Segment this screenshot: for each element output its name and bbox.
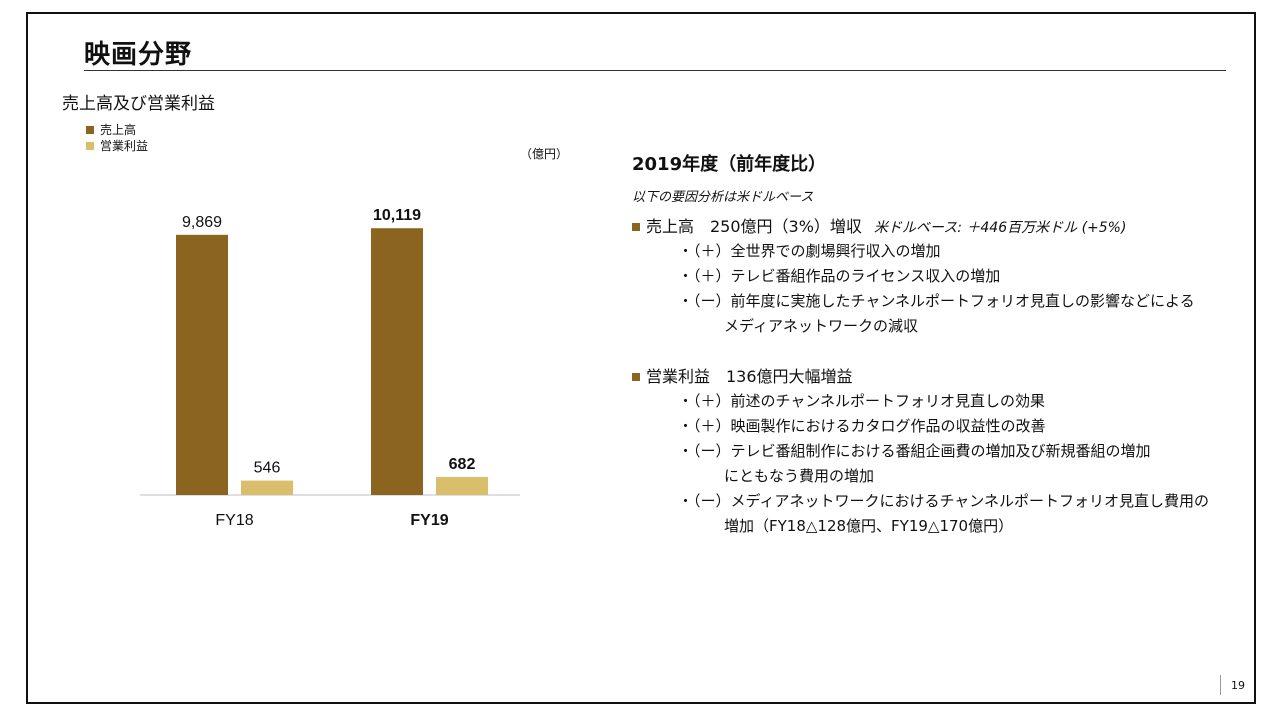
data-label-sales-fy18: 9,869 <box>182 214 222 231</box>
bullet-square-icon <box>632 223 640 231</box>
legend-item-sales: 売上高 <box>86 122 148 138</box>
factor-list: ・（＋）前述のチャンネルポートフォリオ見直しの効果 ・（＋）映画製作におけるカタ… <box>678 389 1232 539</box>
factor-item: ・（＋）前述のチャンネルポートフォリオ見直しの効果 <box>678 392 1046 410</box>
legend-item-op-income: 営業利益 <box>86 138 148 154</box>
unit-label: （億円） <box>520 147 569 161</box>
bar-op-income-fy19 <box>436 477 488 495</box>
chart-legend: 売上高 営業利益 <box>86 122 148 154</box>
legend-label-sales: 売上高 <box>100 123 137 137</box>
bar-chart: 9,869 546 FY18 10,119 682 FY19 <box>140 207 520 529</box>
slide-frame <box>26 12 1256 704</box>
legend-label-op-income: 営業利益 <box>100 139 149 153</box>
section-heading-note: 米ドルベース: ＋446百万米ドル (+5%) <box>873 220 1127 236</box>
section-op-income: 営業利益 136億円大幅増益 ・（＋）前述のチャンネルポートフォリオ見直しの効果… <box>632 363 1232 539</box>
data-label-op-income-fy19: 682 <box>449 456 476 473</box>
factor-item: ・（＋）全世界での劇場興行収入の増加 <box>678 242 941 260</box>
page-number-divider <box>1220 675 1221 695</box>
analysis-panel: 2019年度（前年度比） 以下の要因分析は米ドルベース 売上高 250億円（3%… <box>632 150 1232 539</box>
section-heading: 売上高 250億円（3%）増収 米ドルベース: ＋446百万米ドル (+5%) <box>632 213 1232 237</box>
section-sales: 売上高 250億円（3%）増収 米ドルベース: ＋446百万米ドル (+5%) … <box>632 213 1232 339</box>
factor-item: ・（ー）メディアネットワークにおけるチャンネルポートフォリオ見直し費用の <box>678 492 1210 510</box>
title-underline <box>84 70 1226 71</box>
factor-item: ・（ー）前年度に実施したチャンネルポートフォリオ見直しの影響などによる <box>678 292 1195 310</box>
bar-sales-fy19 <box>371 228 423 495</box>
legend-swatch-op-income <box>86 142 94 150</box>
bullet-square-icon <box>632 373 640 381</box>
section-heading: 営業利益 136億円大幅増益 <box>632 363 1232 387</box>
x-tick-label-fy18: FY18 <box>215 512 253 529</box>
data-label-sales-fy19: 10,119 <box>373 207 421 224</box>
panel-title: 2019年度（前年度比） <box>632 154 827 175</box>
section-heading-text: 売上高 250億円（3%）増収 <box>646 217 862 236</box>
factor-item-continuation: 増加（FY18△128億円、FY19△170億円） <box>724 517 1014 535</box>
factor-item-continuation: にともなう費用の増加 <box>724 467 875 485</box>
x-tick-label-fy19: FY19 <box>410 512 448 529</box>
bar-sales-fy18 <box>176 234 228 496</box>
factor-item: ・（ー）テレビ番組制作における番組企画費の増加及び新規番組の増加 <box>678 442 1151 460</box>
section-heading-text: 営業利益 136億円大幅増益 <box>646 367 853 386</box>
bar-op-income-fy18 <box>241 480 293 495</box>
legend-swatch-sales <box>86 126 94 134</box>
chart-subtitle: 売上高及び営業利益 <box>62 94 215 114</box>
factor-list: ・（＋）全世界での劇場興行収入の増加 ・（＋）テレビ番組作品のライセンス収入の増… <box>678 239 1232 339</box>
slide-title: 映画分野 <box>84 40 193 70</box>
factor-item: ・（＋）テレビ番組作品のライセンス収入の増加 <box>678 267 1001 285</box>
data-label-op-income-fy18: 546 <box>254 460 281 477</box>
panel-note: 以下の要因分析は米ドルベース <box>632 190 814 205</box>
factor-item-continuation: メディアネットワークの減収 <box>724 317 918 335</box>
page-number: 19 <box>1231 679 1245 692</box>
factor-item: ・（＋）映画製作におけるカタログ作品の収益性の改善 <box>678 417 1046 435</box>
